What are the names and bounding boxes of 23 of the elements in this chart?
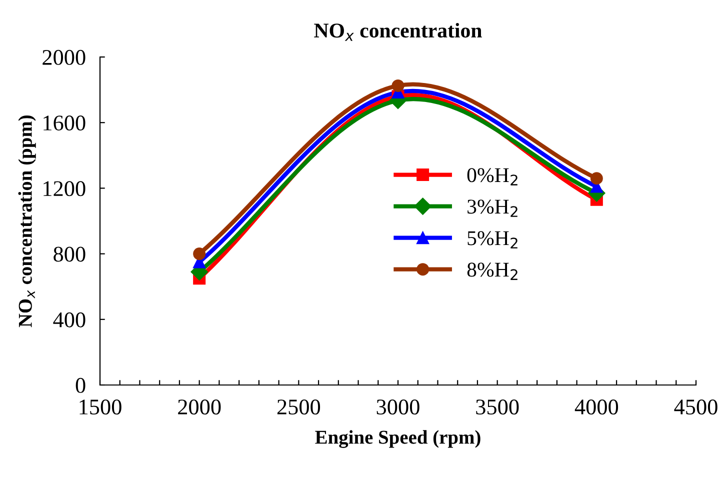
x-tick-label: 4000 bbox=[574, 400, 618, 415]
legend-label: 5%H$_{2}$ bbox=[468, 231, 518, 248]
x-tick-label: 3500 bbox=[476, 400, 519, 415]
legend-label: 0%H$_{2}$ bbox=[467, 168, 518, 186]
x-tick-label: 2500 bbox=[277, 400, 320, 415]
legend-label: 8%H$_{2}$ bbox=[467, 262, 518, 280]
x-tick-label: 3000 bbox=[376, 400, 420, 415]
x-tick-label: 2000 bbox=[178, 400, 221, 415]
y-tick-label: 400 bbox=[53, 312, 86, 328]
x-axis-title: Engine Speed (rpm) bbox=[315, 430, 480, 448]
chart-title: NO$_{x}$ concentration bbox=[314, 22, 482, 41]
y-tick-label: 1200 bbox=[44, 181, 86, 196]
x-tick-label: 4500 bbox=[674, 400, 718, 415]
y-tick-label: 800 bbox=[54, 246, 86, 262]
y-tick-label: 0 bbox=[76, 378, 86, 393]
legend-label: 3%H$_{2}$ bbox=[468, 200, 518, 217]
y-tick-label: 2000 bbox=[42, 50, 86, 65]
point bbox=[193, 248, 206, 260]
point bbox=[590, 172, 603, 185]
y-axis-title: NO$_{x}$ concentration (ppm) bbox=[18, 115, 36, 328]
x-tick-label: 1500 bbox=[80, 400, 122, 415]
y-tick-label: 1600 bbox=[44, 116, 86, 131]
point bbox=[392, 79, 404, 92]
